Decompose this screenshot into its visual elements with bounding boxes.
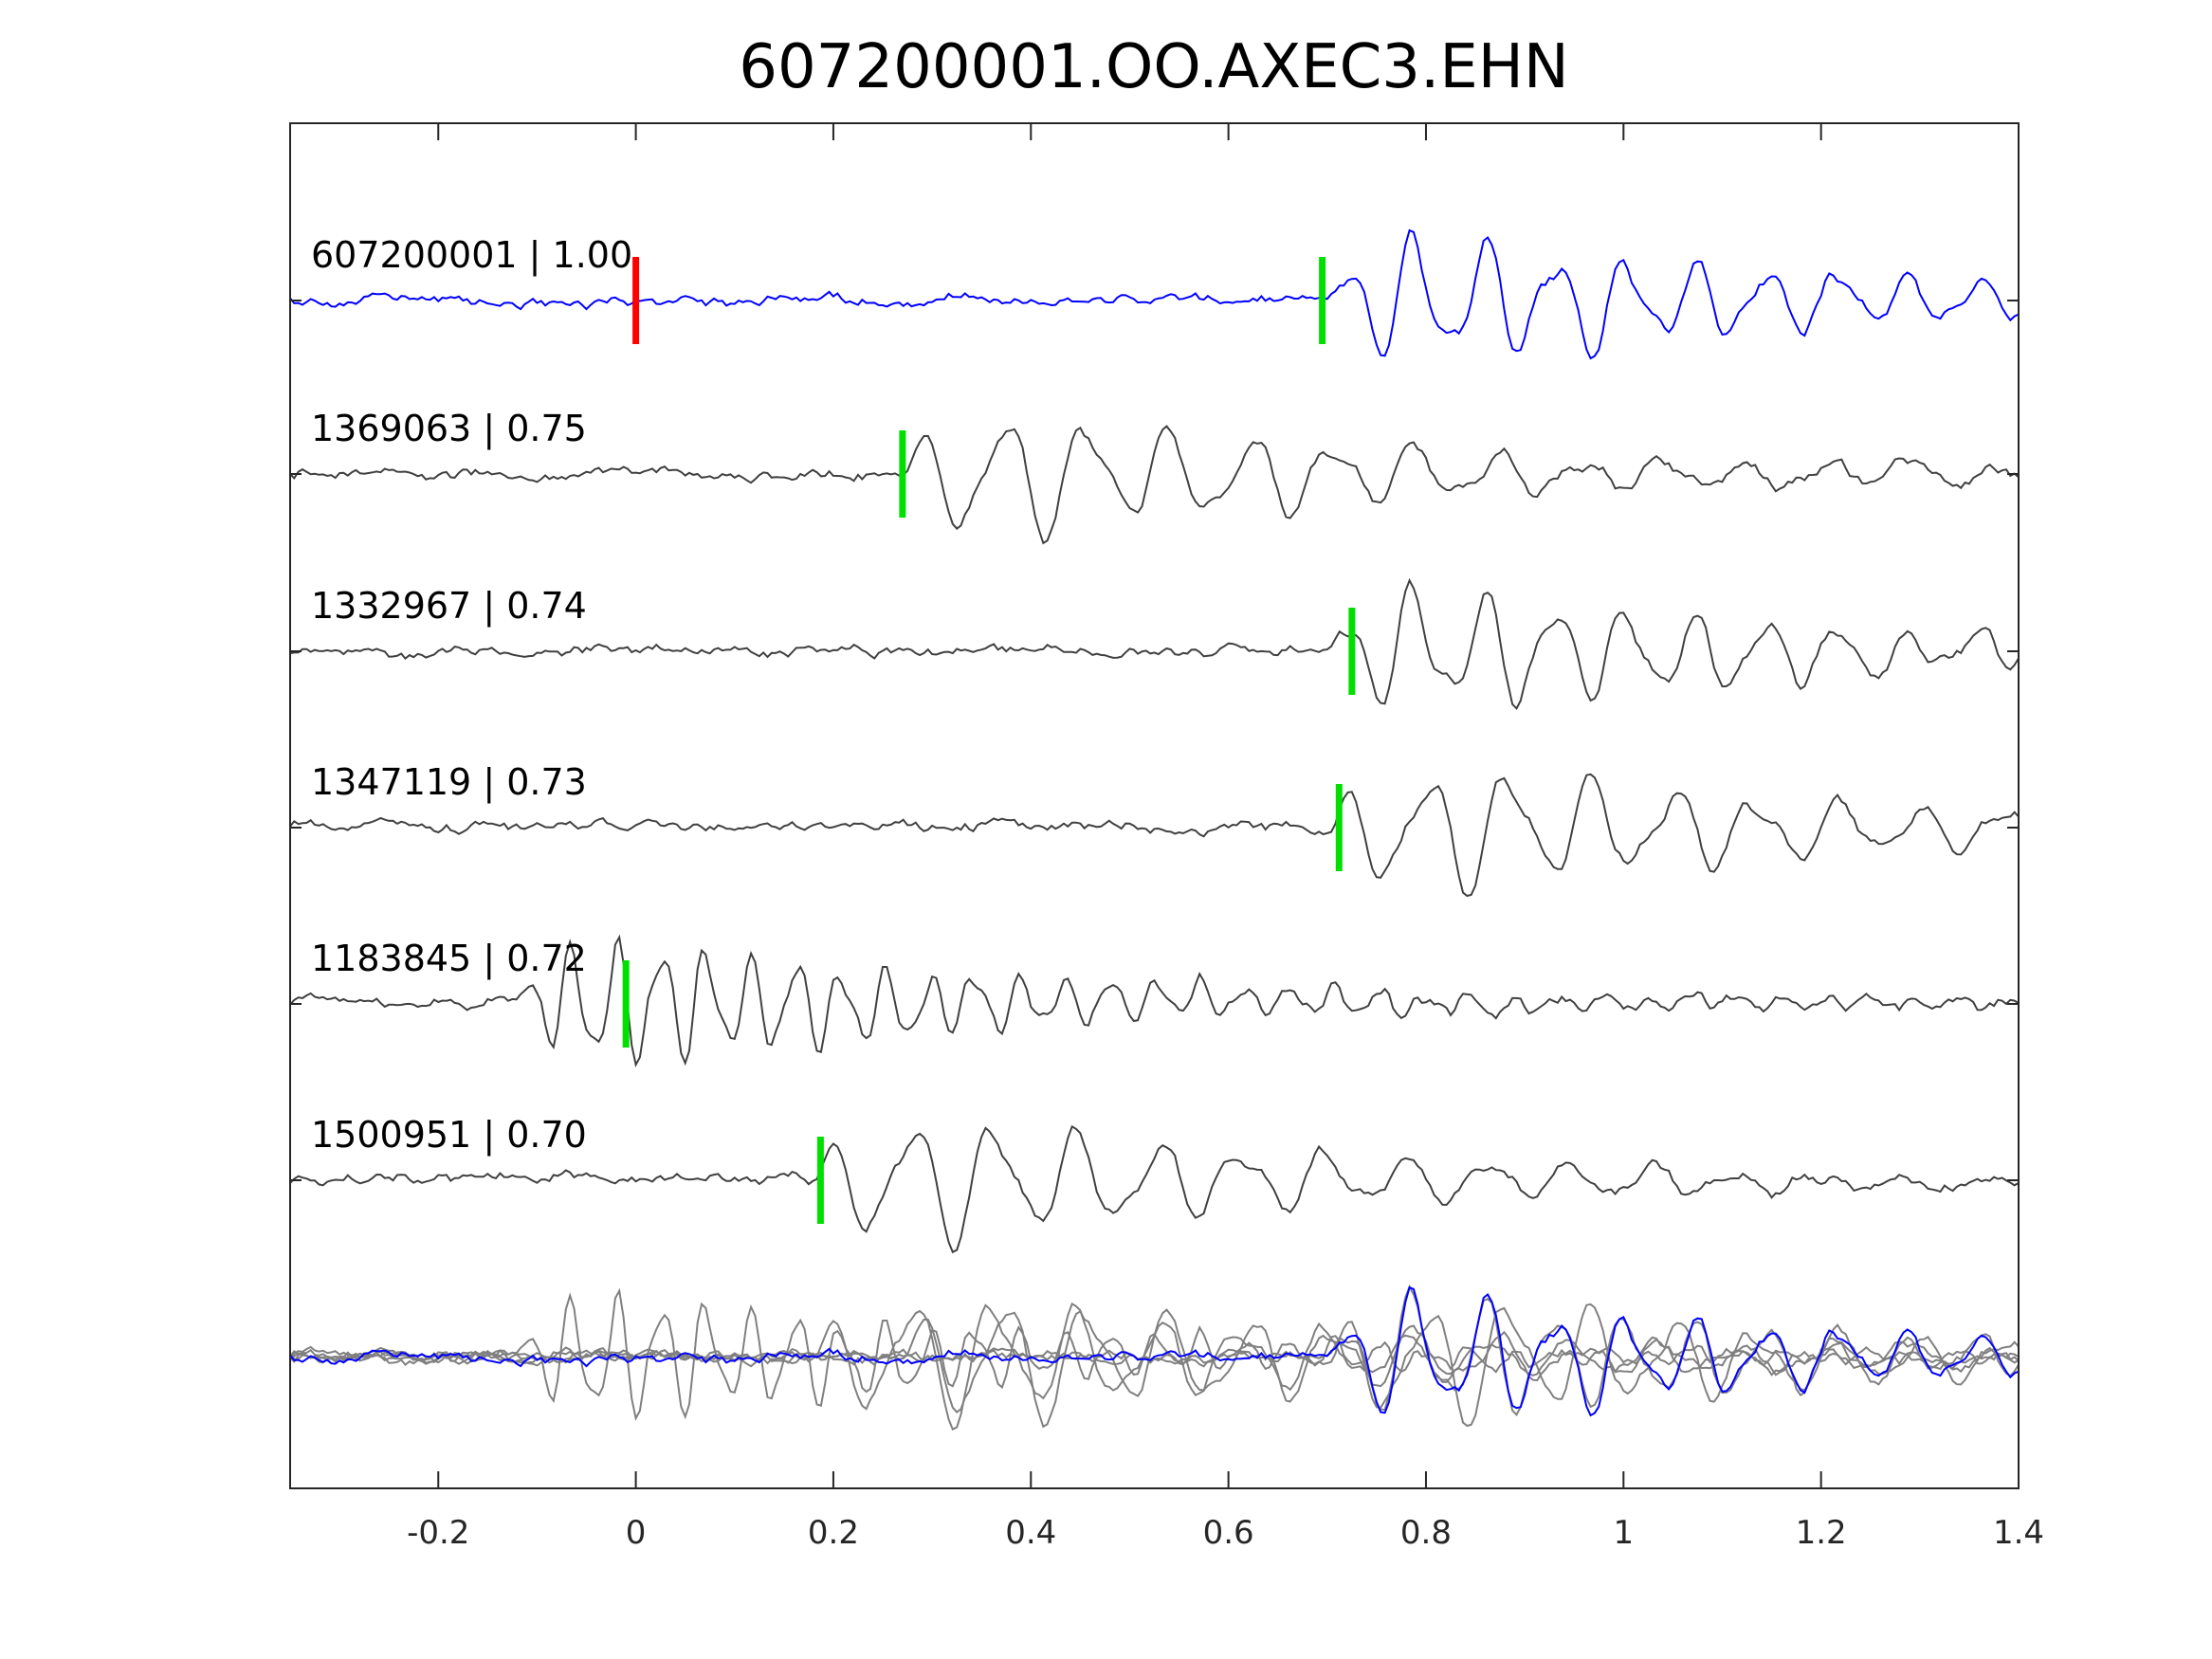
trace-5: 1500951 | 0.70 <box>289 1114 2020 1254</box>
overlay-stack <box>289 1284 2020 1431</box>
trace-line <box>289 1124 2020 1254</box>
chart-title: 607200001.OO.AXEC3.EHN <box>739 32 1569 102</box>
overlay-trace <box>289 1303 2020 1428</box>
x-tick-label: 1.2 <box>1796 1514 1847 1552</box>
trace-label: 1500951 | 0.70 <box>311 1114 587 1157</box>
trace-label: 1369063 | 0.75 <box>311 408 587 450</box>
x-tick-label: 0.2 <box>808 1514 859 1552</box>
x-tick-label: 0.8 <box>1400 1514 1452 1552</box>
trace-line <box>289 577 2020 710</box>
trace-label: 607200001 | 1.00 <box>311 234 632 277</box>
trace-line <box>289 425 2020 545</box>
trace-1: 1369063 | 0.75 <box>289 408 2020 545</box>
x-tick-label: 0.4 <box>1005 1514 1056 1552</box>
trace-line <box>289 228 2020 360</box>
overlay-trace <box>289 1308 2020 1429</box>
x-tick-label: 1.4 <box>1993 1514 2044 1552</box>
x-tick-label: -0.2 <box>407 1514 469 1552</box>
plot-frame <box>289 122 2020 1489</box>
overlay-trace <box>289 1287 2020 1421</box>
trace-label: 1347119 | 0.73 <box>311 761 587 804</box>
trace-2: 1332967 | 0.74 <box>289 577 2020 710</box>
trace-label: 1183845 | 0.72 <box>311 938 587 980</box>
trace-3: 1347119 | 0.73 <box>289 761 2020 898</box>
trace-0: 607200001 | 1.00 <box>289 228 2020 360</box>
overlay-trace <box>289 1302 2020 1431</box>
x-tick-label: 0.6 <box>1203 1514 1254 1552</box>
trace-label: 1332967 | 0.74 <box>311 585 587 628</box>
overlay-master-trace <box>289 1285 2020 1417</box>
x-tick-label: 0 <box>626 1514 647 1552</box>
x-tick-label: 1 <box>1613 1514 1634 1552</box>
x-axis: -0.2 0 0.2 0.4 0.6 0.8 1 1.2 1.4 <box>407 123 2044 1552</box>
trace-line <box>289 934 2020 1067</box>
trace-line <box>289 773 2020 898</box>
trace-4: 1183845 | 0.72 <box>289 934 2020 1067</box>
